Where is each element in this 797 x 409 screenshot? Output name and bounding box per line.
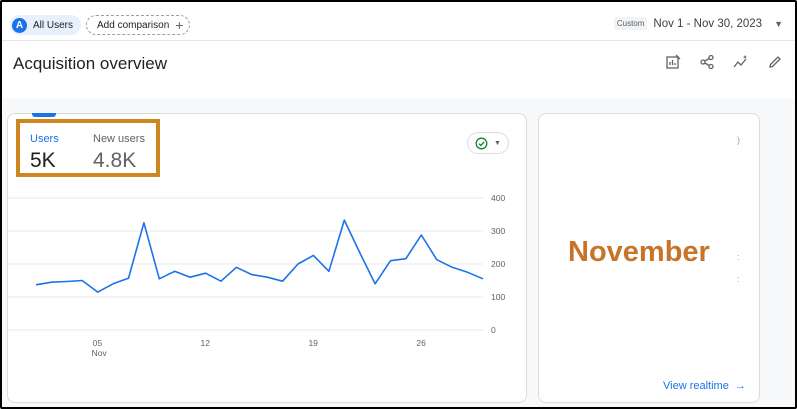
data-point: [112, 283, 114, 285]
date-range-text: Nov 1 - Nov 30, 2023: [653, 17, 763, 30]
view-realtime-link[interactable]: View realtime →: [663, 380, 746, 392]
card-options-button[interactable]: ▼: [467, 132, 509, 154]
data-point: [436, 259, 438, 261]
comparison-bar: A All Users Add comparison + Custom Nov …: [2, 2, 795, 41]
edit-icon[interactable]: [765, 52, 785, 72]
y-tick-label: 0: [491, 325, 496, 335]
data-point: [81, 279, 83, 281]
segment-chip-all-users[interactable]: A All Users: [10, 15, 82, 35]
data-point: [297, 263, 299, 265]
data-point: [158, 278, 160, 280]
x-tick-sublabel: Nov: [92, 348, 108, 358]
data-point: [251, 273, 253, 275]
arrow-right-icon: →: [734, 380, 746, 392]
data-point: [358, 251, 360, 253]
x-tick-label: 19: [308, 338, 318, 348]
data-point: [482, 278, 484, 280]
data-point: [50, 281, 52, 283]
y-tick-label: 400: [491, 193, 505, 203]
metrics-highlight-box: Users 5K New users 4.8K: [16, 119, 160, 177]
share-icon[interactable]: [697, 52, 717, 72]
users-series-line: [35, 219, 484, 293]
realtime-card: [538, 113, 760, 403]
x-tick-label: 26: [416, 338, 426, 348]
data-point: [66, 280, 68, 282]
data-point: [312, 254, 314, 256]
data-point: [420, 234, 422, 236]
page-edge: [772, 113, 795, 403]
data-point: [405, 258, 407, 260]
data-point: [466, 271, 468, 273]
data-point: [235, 266, 237, 268]
segment-label: All Users: [33, 19, 74, 31]
add-comparison-label: Add comparison: [97, 19, 170, 31]
data-point: [266, 276, 268, 278]
metric-value-new-users: 4.8K: [93, 149, 137, 172]
metric-value-users: 5K: [30, 149, 56, 172]
x-tick-label: 12: [201, 338, 211, 348]
report-toolbar: [663, 52, 785, 72]
plus-icon: +: [175, 17, 184, 33]
metric-tab-users[interactable]: Users 5K: [30, 133, 59, 173]
check-circle-icon: [475, 137, 488, 149]
insights-icon[interactable]: [731, 52, 751, 72]
data-point: [328, 270, 330, 272]
data-point: [451, 266, 453, 268]
data-point: [189, 276, 191, 278]
data-point: [35, 284, 37, 286]
data-point: [143, 222, 145, 224]
data-point: [220, 280, 222, 282]
date-range-picker[interactable]: Custom Nov 1 - Nov 30, 2023 ▼: [613, 17, 783, 30]
add-comparison-button[interactable]: Add comparison +: [86, 15, 191, 35]
data-point: [174, 270, 176, 272]
chevron-down-icon: ▼: [494, 139, 501, 147]
data-point: [374, 283, 376, 285]
month-overlay-label: November: [568, 236, 710, 268]
data-point: [281, 280, 283, 282]
realtime-tick-mark: :: [737, 274, 740, 284]
data-point: [127, 277, 129, 279]
data-point: [204, 272, 206, 274]
segment-avatar: A: [12, 17, 27, 33]
customize-report-icon[interactable]: [663, 52, 683, 72]
view-realtime-label: View realtime: [663, 380, 729, 392]
realtime-tick-mark: :: [737, 252, 740, 262]
page-title: Acquisition overview: [13, 54, 168, 73]
chevron-down-icon[interactable]: ▼: [774, 18, 783, 29]
tab-accent: [32, 113, 56, 117]
data-point: [343, 219, 345, 221]
y-tick-label: 300: [491, 226, 505, 236]
metric-label-new-users: New users: [93, 133, 145, 145]
metric-label-users: Users: [30, 133, 59, 145]
realtime-bracket-mark: ): [737, 135, 740, 145]
x-tick-label: 05: [93, 338, 103, 348]
metric-tab-new-users[interactable]: New users 4.8K: [93, 133, 145, 173]
data-point: [96, 291, 98, 293]
y-tick-label: 200: [491, 259, 505, 269]
custom-date-tag: Custom: [613, 17, 648, 30]
y-tick-label: 100: [491, 292, 505, 302]
data-point: [389, 260, 391, 262]
users-chart-card: [7, 113, 527, 403]
